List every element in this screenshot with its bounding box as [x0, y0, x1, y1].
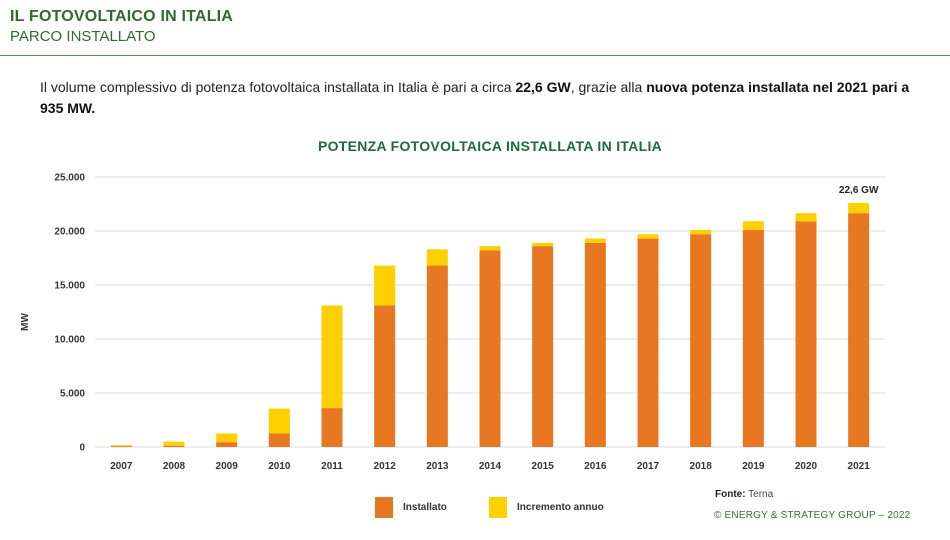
x-tick-label: 2018: [690, 461, 713, 472]
x-tick-label: 2007: [110, 461, 133, 472]
x-tick-label: 2013: [426, 461, 449, 472]
bar-incremento: [532, 242, 554, 247]
bar-incremento: [216, 433, 238, 443]
bar-installato: [532, 246, 554, 447]
legend-item-installato: Installato: [375, 497, 447, 518]
x-tick-label: 2008: [163, 461, 186, 472]
bar-installato: [163, 445, 185, 447]
intro-paragraph: Il volume complessivo di potenza fotovol…: [40, 77, 920, 119]
bar-incremento: [321, 305, 343, 409]
intro-text-1: Il volume complessivo di potenza fotovol…: [40, 79, 516, 95]
x-tick-label: 2010: [268, 461, 291, 472]
bar-installato: [742, 229, 764, 447]
y-tick-label: 15.000: [54, 281, 85, 292]
x-tick-label: 2021: [848, 461, 871, 472]
chart-title: POTENZA FOTOVOLTAICA INSTALLATA IN ITALI…: [317, 138, 663, 154]
y-tick-label: 25.000: [54, 173, 85, 184]
x-tick-label: 2020: [795, 461, 818, 472]
x-tick-label: 2014: [479, 461, 502, 472]
legend-item-incremento: Incremento annuo: [489, 497, 604, 518]
x-tick-label: 2017: [637, 461, 660, 472]
source-note: Fonte: Terna: [715, 489, 773, 500]
page-subtitle: PARCO INSTALLATO: [10, 28, 156, 45]
intro-bold-new: nuova potenza installata nel 2021 pari a…: [40, 79, 910, 116]
bar-installato: [426, 265, 448, 447]
source-label: Fonte:: [715, 489, 746, 500]
page-title: IL FOTOVOLTAICO IN ITALIA: [10, 8, 234, 25]
bar-incremento: [584, 238, 606, 243]
bar-installato: [795, 221, 817, 447]
bar-incremento: [479, 246, 501, 251]
legend-label-incremento: Incremento annuo: [517, 502, 604, 513]
x-tick-label: 2009: [216, 461, 239, 472]
y-tick-label: 20.000: [54, 227, 85, 238]
x-tick-label: 2019: [742, 461, 765, 472]
bar-incremento: [426, 249, 448, 266]
copyright-note: © ENERGY & STRATEGY GROUP – 2022: [714, 510, 911, 521]
bar-installato: [268, 433, 290, 447]
bar-installato: [848, 213, 870, 447]
page-header: IL FOTOVOLTAICO IN ITALIA PARCO INSTALLA…: [10, 8, 233, 45]
bar-installato: [479, 250, 501, 447]
bar-incremento: [690, 229, 712, 235]
x-tick-label: 2012: [374, 461, 397, 472]
y-tick-label: 0: [79, 443, 85, 454]
header-divider: [0, 55, 950, 56]
bar-incremento: [742, 221, 764, 230]
x-tick-label: 2016: [584, 461, 607, 472]
bar-installato: [321, 408, 343, 447]
intro-bold-total: 22,6 GW: [515, 79, 571, 95]
bar-installato: [374, 305, 396, 447]
bar-incremento: [795, 213, 817, 222]
bar-incremento: [110, 445, 132, 447]
bar-incremento: [163, 441, 185, 446]
annotation-label: 22,6 GW: [839, 185, 879, 196]
y-tick-label: 5.000: [60, 389, 85, 400]
x-tick-label: 2011: [321, 461, 343, 472]
bar-incremento: [268, 408, 290, 434]
source-value: Terna: [745, 489, 774, 500]
bar-incremento: [637, 234, 659, 239]
y-axis-label: MW: [20, 313, 31, 331]
bar-installato: [584, 242, 606, 447]
bar-installato: [216, 442, 238, 447]
intro-text-2: , grazie alla: [570, 79, 647, 95]
bar-incremento: [848, 202, 870, 214]
bar-installato: [690, 234, 712, 447]
legend-swatch-incremento: [489, 497, 507, 518]
x-tick-label: 2015: [532, 461, 555, 472]
bar-installato: [110, 446, 132, 447]
bar-installato: [637, 238, 659, 447]
bar-incremento: [374, 265, 396, 306]
legend-label-installato: Installato: [403, 502, 447, 513]
y-tick-label: 10.000: [54, 335, 85, 346]
legend-swatch-installato: [375, 497, 393, 518]
